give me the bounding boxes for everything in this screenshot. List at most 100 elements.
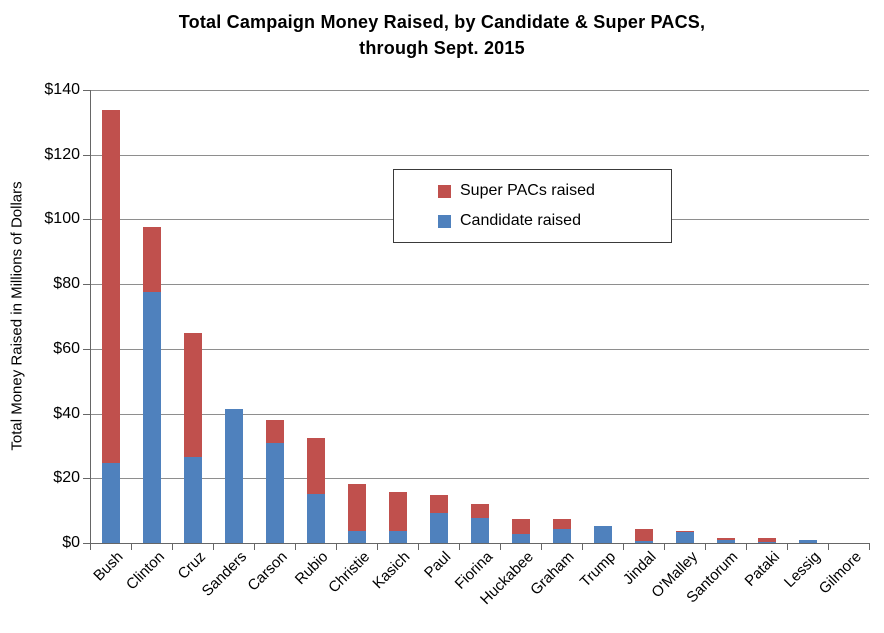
y-tick-mark [83,154,90,156]
legend-swatch-candidate-icon [438,214,451,228]
y-tick-mark [83,348,90,350]
x-tick-mark [869,543,870,550]
legend-label-superpacs: Super PACs raised [460,182,595,199]
x-axis-label: Cruz [174,548,209,583]
bar-segment-candidate [101,462,120,543]
x-tick-mark [254,543,255,550]
bar-segment-candidate [593,525,612,543]
bar-segment-superpac [470,504,489,518]
bar-segment-superpac [511,519,530,535]
gridline [90,284,869,286]
bar-segment-superpac [675,530,694,533]
bar-segment-candidate [552,529,571,543]
chart-title: Total Campaign Money Raised, by Candidat… [0,9,884,61]
bar-segment-candidate [388,531,407,543]
gridline [90,413,869,415]
bar-segment-superpac [183,333,202,458]
y-tick-mark [83,219,90,221]
bar-segment-superpac [716,538,735,541]
x-tick-mark [131,543,132,550]
bar-segment-superpac [265,420,284,443]
bar-segment-candidate [265,442,284,543]
gridline [90,154,869,156]
bar-segment-superpac [388,491,407,532]
bar-segment-superpac [101,110,120,463]
y-tick-label: $60 [53,339,80,357]
bar-segment-candidate [675,532,694,543]
y-tick-mark [83,478,90,480]
bar-segment-candidate [757,542,776,543]
bar-segment-candidate [347,531,366,543]
x-tick-mark [787,543,788,550]
y-tick-label: $20 [53,469,80,487]
y-tick-label: $100 [44,210,80,228]
y-axis-line [90,90,91,543]
legend: Super PACs raised Candidate raised [393,169,672,243]
bar-segment-superpac [347,484,366,532]
x-tick-mark [582,543,583,550]
x-axis-label: Pataki [741,548,783,590]
bar-segment-candidate [429,512,448,543]
bar-segment-superpac [306,437,325,495]
bar-segment-candidate [798,539,817,543]
y-tick-mark [83,284,90,286]
bar-segment-candidate [716,540,735,543]
bar-segment-candidate [306,494,325,543]
y-tick-label: $140 [44,81,80,98]
chart-title-line1: Total Campaign Money Raised, by Candidat… [178,12,706,32]
y-tick-label: $120 [44,145,80,163]
x-axis-label: Trump [576,548,619,591]
y-tick-label: $80 [53,275,80,293]
chart-title-line2: through Sept. 2015 [359,38,525,58]
bar-segment-candidate [470,517,489,543]
x-tick-mark [213,543,214,550]
x-axis-label: Paul [421,548,455,582]
gridline [90,90,869,91]
x-tick-mark [500,543,501,550]
x-axis-label: Christie [324,548,373,597]
bar-segment-superpac [634,528,653,541]
bar-segment-candidate [142,292,161,543]
x-tick-mark [541,543,542,550]
bar-segment-candidate [634,540,653,543]
gridline [90,348,869,350]
legend-item-candidate: Candidate raised [438,212,671,230]
y-tick-label: $0 [62,534,80,551]
x-tick-mark [664,543,665,550]
x-tick-mark [746,543,747,550]
x-tick-mark [377,543,378,550]
x-tick-mark [172,543,173,550]
x-axis-line [90,543,869,544]
x-axis-label: Clinton [122,548,168,594]
x-axis-label: Gilmore [815,548,865,598]
x-tick-mark [418,543,419,550]
x-axis-label: Bush [90,548,127,585]
y-tick-mark [83,413,90,415]
x-axis-label: Carson [244,548,291,595]
legend-item-superpacs: Super PACs raised [438,182,671,200]
x-axis-label: Kasich [369,548,414,593]
bar-segment-superpac [552,519,571,530]
bar-segment-superpac [429,495,448,513]
y-tick-label: $40 [53,404,80,422]
bar-segment-candidate [224,408,243,543]
gridline [90,478,869,480]
x-axis-label: Graham [527,548,578,599]
x-axis-label: Sanders [198,548,250,600]
y-tick-mark [83,543,90,544]
bar-segment-candidate [511,534,530,543]
legend-swatch-superpacs-icon [438,184,451,198]
x-tick-mark [705,543,706,550]
bar-segment-candidate [183,457,202,543]
bar-segment-superpac [757,538,776,543]
bar-segment-superpac [142,226,161,293]
x-tick-mark [90,543,91,550]
x-tick-mark [295,543,296,550]
x-tick-mark [336,543,337,550]
x-tick-mark [459,543,460,550]
x-tick-mark [623,543,624,550]
legend-label-candidate: Candidate raised [460,212,581,229]
x-tick-mark [828,543,829,550]
y-tick-mark [83,90,90,91]
